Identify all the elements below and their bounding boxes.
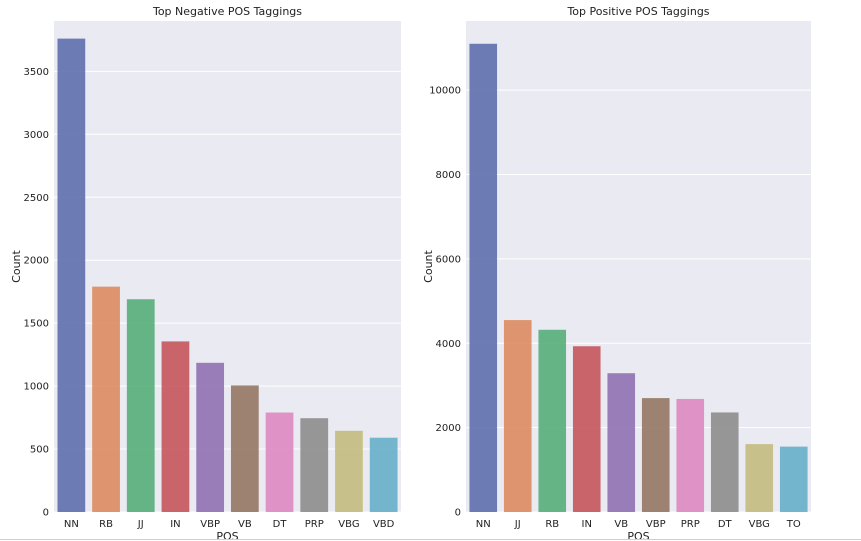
bar-to [779,446,808,512]
y-tick-label: 1000 [24,382,49,393]
bar-jj [503,320,532,512]
bar-vbg [745,444,774,512]
y-axis-label: Count [422,249,435,282]
x-tick-label: RB [545,519,559,530]
bar-jj [126,299,155,512]
bar-prp [300,418,329,512]
y-tick-label: 2000 [436,423,461,434]
y-tick-label: 8000 [436,170,461,181]
bar-vbp [641,398,670,512]
x-tick-label: TO [786,519,801,530]
y-tick-label: 6000 [436,254,461,265]
positive-pos-chart: 0 2000 4000 6000 8000 10000 NN JJ RB IN VB VBP PRP DT… [422,5,811,541]
y-tick-label: 0 [455,508,461,519]
x-tick-label: VBG [749,519,770,530]
x-axis-label: POS [627,530,649,541]
bar-nn [57,38,86,512]
chart-title: Top Positive POS Taggings [566,5,709,18]
y-tick-label: 0 [43,508,49,519]
y-tick-label: 2000 [24,256,49,267]
x-tick-label: VBP [200,519,220,530]
x-tick-label: NN [64,519,79,530]
bar-prp [676,398,705,512]
x-tick-label: JJ [514,519,521,530]
x-tick-label: DT [718,519,733,530]
x-tick-label: IN [582,519,592,530]
x-tick-label: JJ [137,519,144,530]
x-tick-label: RB [99,519,113,530]
bar-vbg [335,430,363,512]
x-tick-label: VB [238,519,252,530]
x-tick-label: VBD [373,519,395,530]
x-tick-label: PRP [305,519,324,530]
bar-dt [265,412,294,512]
bar-vbd [369,437,398,512]
bar-vb [230,385,259,512]
bar-vbp [196,362,225,512]
x-tick-label: VBP [646,519,666,530]
bar-in [161,341,190,512]
y-tick-label: 3000 [24,130,49,141]
chart-title: Top Negative POS Taggings [152,5,302,18]
x-tick-label: PRP [681,519,700,530]
x-tick-label: VBG [338,519,359,530]
y-tick-label: 500 [30,445,49,456]
y-tick-label: 3500 [24,67,49,78]
x-tick-label: VB [614,519,628,530]
y-tick-label: 1500 [24,319,49,330]
y-tick-label: 2500 [24,193,49,204]
bar-nn [469,43,498,512]
figure-bottom-border [0,539,861,540]
y-axis-label: Count [10,249,23,282]
negative-pos-chart: 0 500 1000 1500 2000 2500 3000 3500 NN RB JJ IN VBP V… [10,5,401,541]
bar-vb [607,373,636,512]
bar-rb [538,329,567,512]
bar-in [572,346,601,512]
y-tick-label: 10000 [429,86,461,97]
x-tick-label: DT [273,519,288,530]
x-tick-label: NN [476,519,491,530]
bar-rb [92,286,120,512]
x-axis-label: POS [216,530,238,541]
y-tick-label: 4000 [436,339,461,350]
bar-dt [710,412,739,512]
x-tick-label: IN [170,519,180,530]
